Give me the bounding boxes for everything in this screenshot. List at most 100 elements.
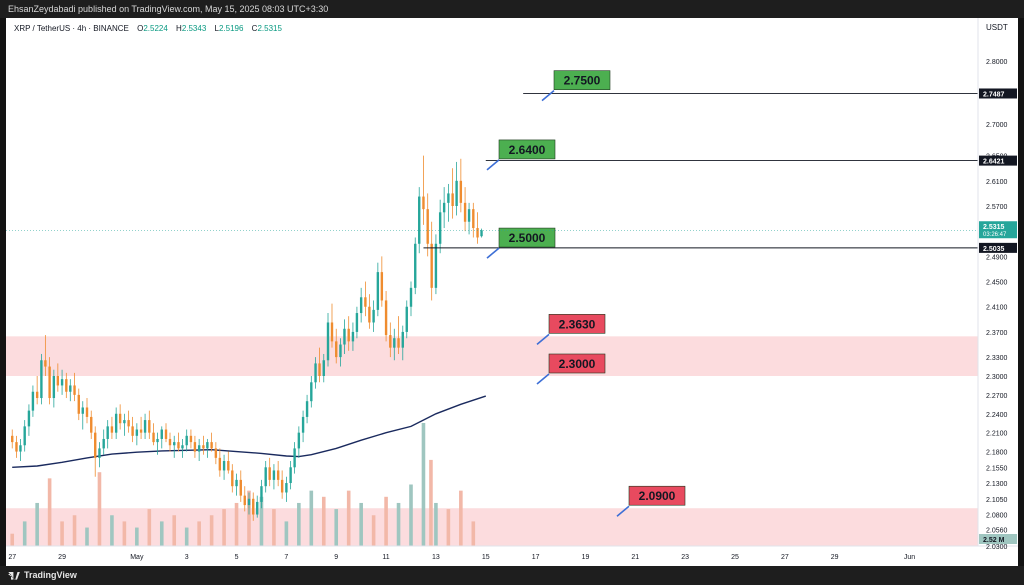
symbol-legend: XRP / TetherUS · 4h · BINANCE O2.5224 H2… [14,24,282,33]
tradingview-logo-icon [8,571,20,580]
candle-12 [60,369,64,395]
candle-42 [185,429,188,452]
candle-69 [297,426,301,458]
volume-bar-1 [22,521,27,546]
candle-53 [231,464,234,493]
candle-99 [422,155,425,225]
candle-112 [476,212,479,244]
x-tick-11: 19 [582,554,590,561]
candle-60 [260,479,263,509]
candle-82 [351,322,355,351]
candle-68 [293,442,296,474]
candle-72 [310,376,313,408]
candle-71 [305,394,309,424]
price-chart[interactable]: 2.7500 2.6400 2.5000 2.3630 2.3000 2.0900 2.8… [6,18,1018,566]
low-label: L [214,24,219,33]
candle-97 [414,237,417,295]
close-label: C [251,24,258,33]
candle-59 [256,495,259,518]
y-tick-19: 2.1050 [986,497,1008,504]
level-label-3: 2.3630 [559,317,596,331]
candle-76 [326,313,330,367]
candle-41 [181,438,184,458]
candle-105 [447,183,450,222]
candle-34 [152,423,155,446]
candle-89 [380,256,384,307]
zone-1 [6,508,978,546]
candle-90 [384,291,388,342]
candle-74 [318,347,321,383]
candle-51 [222,454,226,480]
tradingview-logo[interactable]: TradingView [8,566,77,585]
axis-tag-box-2 [979,242,1017,253]
y-tick-10: 2.3700 [986,330,1008,337]
time-axis[interactable]: 27 29 May 3 5 7 9 11 13 15 17 19 21 23 25 27 29 Jun [8,554,915,561]
candle-40 [177,432,180,452]
candle-36 [160,426,163,449]
volume-bar-9 [122,521,127,546]
axis-tag-box-0 [979,88,1017,99]
zones-layer [6,336,978,546]
level-pointer-3 [536,333,550,345]
currency-label: USDT [986,23,1008,32]
volume-bar-32 [409,484,413,546]
level-label-box-0[interactable] [553,70,611,90]
candle-95 [405,300,408,339]
candle-13 [65,372,68,399]
candles-layer [11,155,483,521]
y-tick-8: 2.4500 [986,280,1008,287]
candle-7 [40,353,43,405]
current-price-tag-box [979,221,1017,239]
x-tick-5: 7 [284,554,288,561]
volume-bar-35 [434,502,438,546]
candle-111 [472,202,475,238]
volume-bar-20 [259,496,264,546]
volume-bar-26 [334,509,339,546]
candle-106 [451,168,454,219]
candle-93 [397,316,400,354]
candle-101 [430,221,433,301]
level-label-box-3[interactable] [548,314,606,334]
volume-tag-box [979,534,1017,544]
current-price-tag: 2.5315 [983,224,1005,231]
level-label-box-4[interactable] [548,353,606,374]
x-tick-6: 9 [334,554,338,561]
candle-2 [19,438,22,461]
level-label-box-2[interactable] [498,227,556,248]
candle-30 [135,423,139,446]
level-label-box-1[interactable] [498,139,556,160]
volume-bar-6 [85,527,89,546]
y-tick-14: 2.2400 [986,412,1008,419]
candle-11 [56,363,60,392]
y-tick-2: 2.7000 [986,122,1008,129]
candle-47 [206,438,209,458]
x-tick-17: Jun [904,554,915,561]
candle-110 [467,202,471,235]
volume-bar-37 [459,490,463,546]
candle-91 [389,322,392,358]
x-tick-3: 3 [185,554,189,561]
candle-29 [131,416,134,443]
volume-bar-27 [346,490,351,546]
y-tick-5: 2.5700 [986,204,1008,211]
y-tick-18: 2.1300 [986,481,1008,488]
candle-63 [272,464,276,490]
levels-layer: 2.7500 2.6400 2.5000 2.3630 2.3000 2.0900 [6,70,978,517]
x-tick-14: 25 [731,554,739,561]
volume-bar-22 [284,521,289,546]
volume-bar-21 [272,509,276,546]
volume-bar-33 [421,423,426,546]
level-label-0: 2.7500 [564,74,601,88]
candle-28 [127,410,130,433]
candle-92 [393,328,396,361]
candle-96 [409,281,413,317]
candle-9 [48,357,51,405]
y-tick-21: 2.0560 [986,528,1008,535]
chart-area[interactable]: 2.7500 2.6400 2.5000 2.3630 2.3000 2.0900 2.8… [6,18,1018,566]
y-tick-0: 2.8000 [986,59,1008,66]
volume-bar-2 [35,502,39,546]
candle-10 [52,369,56,408]
level-label-box-5[interactable] [628,485,686,506]
brand-name: TradingView [24,570,77,580]
